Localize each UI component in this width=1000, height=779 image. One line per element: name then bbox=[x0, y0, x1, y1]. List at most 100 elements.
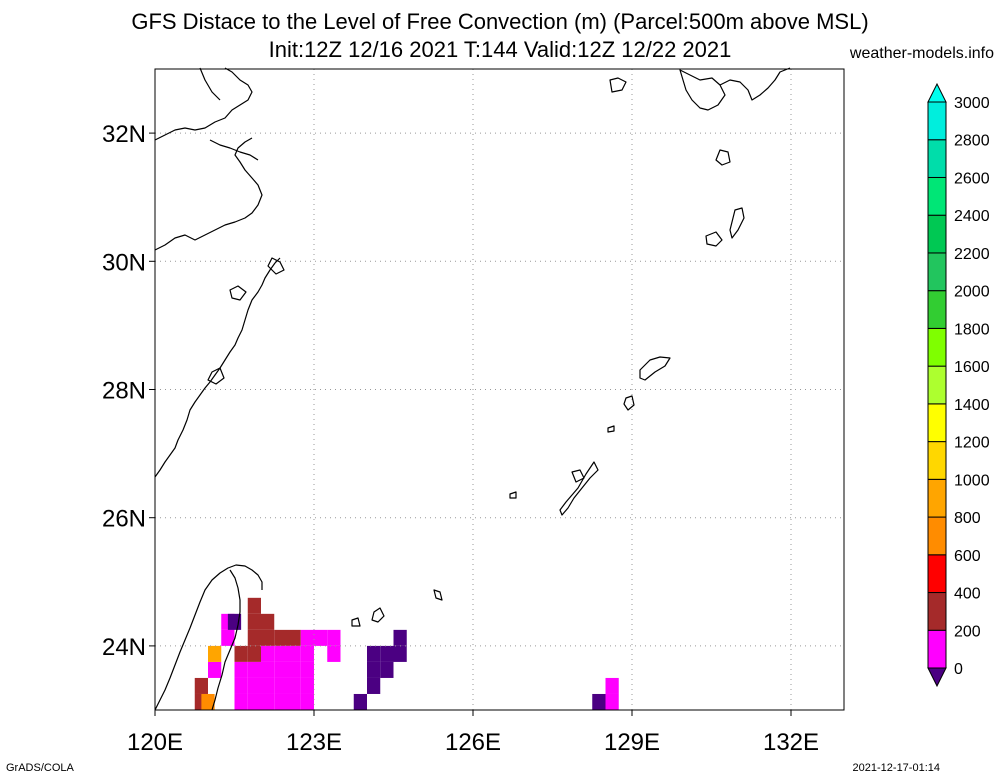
coastline bbox=[154, 137, 263, 251]
coastline bbox=[639, 356, 671, 381]
data-cell bbox=[234, 693, 248, 710]
colorbar-label: 2200 bbox=[954, 246, 990, 263]
lon-tick-label: 123E bbox=[286, 729, 342, 756]
data-cell bbox=[247, 661, 261, 678]
colorbar-label: 600 bbox=[954, 548, 981, 565]
lat-tick-label: 30N bbox=[102, 249, 146, 276]
colorbar-segment bbox=[927, 365, 947, 405]
coastline bbox=[371, 607, 385, 623]
coastline bbox=[207, 367, 225, 385]
lon-tick-label: 126E bbox=[445, 729, 501, 756]
coastline bbox=[433, 589, 443, 601]
coastline bbox=[705, 231, 723, 247]
colorbar-segment bbox=[927, 554, 947, 594]
colorbar-label: 400 bbox=[954, 586, 981, 603]
lat-tick-label: 24N bbox=[102, 634, 146, 661]
data-cell bbox=[261, 645, 275, 662]
data-cell bbox=[234, 645, 248, 662]
lon-tick-label: 129E bbox=[604, 729, 660, 756]
data-cell bbox=[234, 661, 248, 678]
colorbar-label: 3000 bbox=[954, 95, 990, 112]
coastline bbox=[351, 617, 361, 627]
data-cell bbox=[300, 661, 314, 678]
colorbar-segment bbox=[927, 629, 947, 669]
data-cell bbox=[353, 693, 367, 710]
data-cell bbox=[247, 693, 261, 710]
coastline bbox=[211, 569, 241, 711]
data-cell bbox=[367, 677, 381, 694]
coastline bbox=[154, 257, 281, 478]
lat-tick-label: 28N bbox=[102, 378, 146, 405]
data-cell bbox=[247, 597, 261, 614]
data-cell bbox=[274, 645, 288, 662]
data-cell bbox=[208, 661, 222, 678]
data-cell bbox=[592, 693, 606, 710]
data-cell bbox=[327, 629, 341, 646]
data-cell bbox=[605, 693, 619, 710]
site-label: weather-models.info bbox=[849, 45, 994, 62]
data-cell bbox=[287, 661, 301, 678]
data-cell bbox=[201, 693, 215, 710]
colorbar-segment bbox=[927, 176, 947, 216]
coastline bbox=[209, 139, 259, 161]
data-cell bbox=[261, 677, 275, 694]
colorbar-segment bbox=[927, 516, 947, 556]
data-cell bbox=[367, 645, 381, 662]
data-cell bbox=[247, 677, 261, 694]
data-cell bbox=[287, 693, 301, 710]
data-cell bbox=[274, 677, 288, 694]
data-cell bbox=[261, 629, 275, 646]
data-cell bbox=[274, 661, 288, 678]
colorbar-label: 1200 bbox=[954, 435, 990, 452]
chart-subtitle: Init:12Z 12/16 2021 T:144 Valid:12Z 12/2… bbox=[268, 37, 732, 62]
data-cell bbox=[234, 677, 248, 694]
data-cell bbox=[247, 645, 261, 662]
axis-ticks: 120E 123E 126E 129E 132E 24N 26N 28N 30N 32N bbox=[102, 121, 819, 756]
colorbar-segment bbox=[927, 441, 947, 480]
data-cells bbox=[194, 597, 619, 710]
coastline bbox=[229, 285, 247, 301]
coastline bbox=[509, 491, 517, 499]
lon-tick-label: 120E bbox=[127, 729, 183, 756]
data-cell bbox=[287, 645, 301, 662]
data-cell bbox=[274, 693, 288, 710]
data-cell bbox=[300, 693, 314, 710]
chart-title: GFS Distace to the Level of Free Convect… bbox=[131, 9, 869, 34]
colorbar-segment bbox=[927, 214, 947, 254]
coastline bbox=[715, 149, 731, 166]
coastline bbox=[607, 425, 615, 433]
data-cell bbox=[287, 677, 301, 694]
data-cell bbox=[300, 645, 314, 662]
colorbar-label: 1800 bbox=[954, 321, 990, 338]
data-cell bbox=[287, 629, 301, 646]
colorbar-label: 2000 bbox=[954, 284, 990, 301]
data-cell bbox=[221, 629, 235, 646]
colorbar-segment bbox=[927, 592, 947, 631]
colorbar-label: 1600 bbox=[954, 359, 990, 376]
data-cell bbox=[367, 661, 381, 678]
colorbar-label: 2400 bbox=[954, 208, 990, 225]
coastline bbox=[679, 69, 726, 111]
coastline bbox=[609, 77, 627, 93]
data-cell bbox=[274, 629, 288, 646]
data-cell bbox=[194, 677, 208, 694]
data-cell bbox=[300, 677, 314, 694]
data-cell bbox=[247, 613, 261, 630]
data-cell bbox=[208, 645, 222, 662]
colorbar-label: 1400 bbox=[954, 397, 990, 414]
coastline bbox=[559, 461, 599, 516]
data-cell bbox=[380, 645, 394, 662]
data-cell bbox=[261, 613, 275, 630]
coastlines bbox=[154, 67, 791, 711]
coastline bbox=[729, 207, 745, 239]
lat-tick-label: 32N bbox=[102, 121, 146, 148]
coastline bbox=[623, 395, 635, 411]
data-cell bbox=[380, 661, 394, 678]
data-cell bbox=[393, 629, 407, 646]
coastline bbox=[154, 67, 253, 141]
data-cell bbox=[393, 645, 407, 662]
data-cell bbox=[261, 661, 275, 678]
colorbar-bottom-arrow bbox=[927, 667, 947, 688]
colorbar-segment bbox=[927, 290, 947, 329]
coastline bbox=[719, 67, 791, 101]
